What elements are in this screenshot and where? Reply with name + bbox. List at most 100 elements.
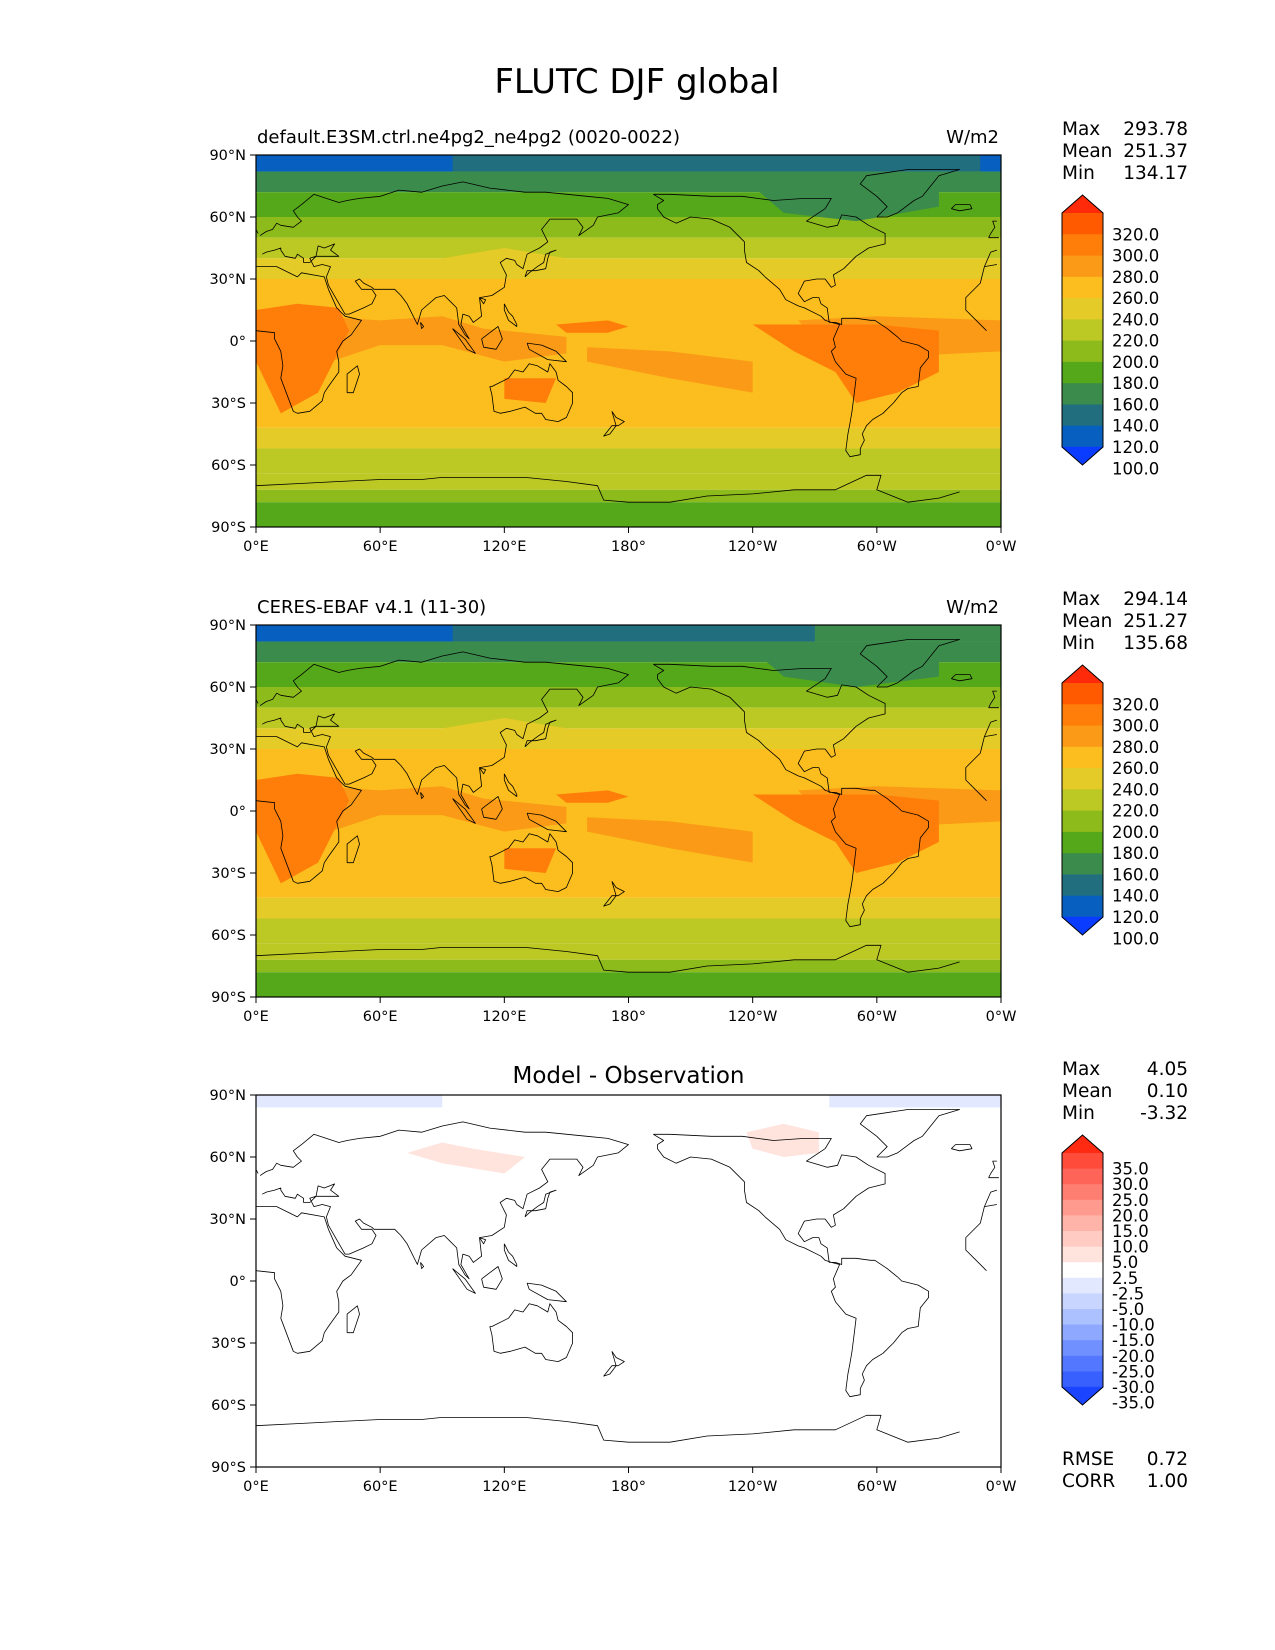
- coastline: [524, 1189, 557, 1218]
- coastline: [489, 1303, 573, 1362]
- x-tick-label: 120°W: [728, 1479, 777, 1495]
- x-tick-label: 0°E: [243, 539, 269, 555]
- colorbar-label: 220.0: [1112, 332, 1159, 351]
- coastline: [951, 674, 973, 682]
- colorbar-label: 20.0: [1112, 1206, 1149, 1225]
- colorbar-swatch: [1062, 1355, 1103, 1372]
- coastline: [859, 639, 960, 688]
- y-tick-label: 30°N: [209, 742, 246, 758]
- colorbar-swatch: [1062, 683, 1103, 705]
- y-tick-label: 90°S: [211, 520, 246, 536]
- y-tick-label: 90°S: [211, 990, 246, 1006]
- colorbar-label: 300.0: [1112, 247, 1159, 266]
- stat-value: 251.37: [1123, 141, 1188, 162]
- colorbar-swatch: [1062, 1277, 1103, 1294]
- figure-title: FLUTC DJF global: [494, 62, 779, 102]
- colorbar-swatch: [1062, 1231, 1103, 1248]
- coastline: [481, 1266, 503, 1290]
- x-tick-label: 180°: [611, 539, 646, 555]
- colorbar-swatch: [1061, 1386, 1104, 1406]
- panel-units: W/m2: [946, 597, 999, 618]
- x-tick-label: 0°E: [243, 1479, 269, 1495]
- coastline: [481, 326, 503, 350]
- coastline: [420, 1262, 424, 1269]
- coastline: [346, 365, 360, 394]
- y-tick-label: 30°S: [211, 396, 246, 412]
- metric-value: 1.00: [1147, 1471, 1188, 1492]
- panel-title: default.E3SM.ctrl.ne4pg2_ne4pg2 (0020-00…: [257, 127, 680, 148]
- coastline: [479, 767, 487, 775]
- stat-label: Max: [1062, 589, 1100, 610]
- colorbar-swatch: [1062, 1168, 1103, 1185]
- colorbar-swatch: [1062, 895, 1103, 918]
- y-tick-label: 90°N: [209, 618, 246, 634]
- colorbar-swatch: [1061, 1134, 1104, 1154]
- colorbar-swatch: [1062, 404, 1103, 427]
- colorbar-label: 320.0: [1112, 225, 1159, 244]
- colorbar-swatch: [1062, 425, 1103, 448]
- coastline: [503, 1243, 518, 1267]
- colorbar-swatch: [1062, 383, 1103, 406]
- coastline: [524, 719, 557, 748]
- colorbar-swatch: [1062, 1153, 1103, 1170]
- stat-value: 294.14: [1123, 589, 1188, 610]
- x-tick-label: 180°: [611, 1479, 646, 1495]
- colorbar-label: 180.0: [1112, 844, 1159, 863]
- colorbar-swatch: [1062, 298, 1103, 320]
- colorbar-label: 100.0: [1112, 459, 1159, 478]
- stat-value: 251.27: [1123, 611, 1188, 632]
- coastline: [481, 796, 503, 820]
- colorbar-label: 160.0: [1112, 395, 1159, 414]
- y-tick-label: 90°S: [211, 1460, 246, 1476]
- metric-label: RMSE: [1062, 1449, 1114, 1470]
- colorbar-label: 260.0: [1112, 759, 1159, 778]
- colorbar-label: 100.0: [1112, 929, 1159, 948]
- colorbar-swatch: [1062, 255, 1103, 278]
- colorbar-swatch: [1062, 768, 1103, 790]
- data-field: [256, 625, 1001, 997]
- colorbar-label: -15.0: [1112, 1331, 1155, 1350]
- colorbar-swatch: [1062, 831, 1103, 854]
- x-tick-label: 60°W: [857, 1009, 897, 1025]
- colorbar-label: -2.5: [1112, 1284, 1144, 1303]
- colorbar-label: 200.0: [1112, 823, 1159, 842]
- colorbar-swatch: [1062, 1324, 1103, 1341]
- coastline: [346, 1305, 360, 1334]
- coastlines: [256, 169, 999, 503]
- y-tick-label: 60°N: [209, 680, 246, 696]
- coastline: [346, 835, 360, 864]
- stat-label: Max: [1062, 119, 1100, 140]
- coastline: [256, 1414, 960, 1443]
- x-tick-label: 60°W: [857, 1479, 897, 1495]
- colorbar-label: 35.0: [1112, 1160, 1149, 1179]
- colorbar-swatch: [1061, 194, 1104, 214]
- colorbar-outline: [1061, 1134, 1104, 1406]
- coastline: [653, 1133, 929, 1398]
- coastline: [524, 249, 557, 278]
- colorbar-swatch: [1062, 319, 1103, 342]
- stat-value: -3.32: [1140, 1103, 1188, 1124]
- colorbar-swatch: [1062, 1309, 1103, 1326]
- colorbar-swatch: [1061, 916, 1104, 936]
- colorbar-label: -35.0: [1112, 1394, 1155, 1413]
- x-tick-label: 120°E: [482, 539, 526, 555]
- y-tick-label: 90°N: [209, 148, 246, 164]
- colorbar-label: 280.0: [1112, 268, 1159, 287]
- coastline: [503, 773, 518, 797]
- stat-value: 134.17: [1123, 163, 1188, 184]
- colorbar-label: 10.0: [1112, 1238, 1149, 1257]
- colorbar-swatch: [1062, 234, 1103, 257]
- y-tick-label: 60°S: [211, 1398, 246, 1414]
- metric-value: 0.72: [1147, 1449, 1188, 1470]
- y-tick-label: 0°: [230, 1274, 246, 1290]
- colorbar-label: 200.0: [1112, 353, 1159, 372]
- stat-value: 4.05: [1147, 1059, 1188, 1080]
- colorbar-label: 2.5: [1112, 1269, 1138, 1288]
- stat-label: Min: [1062, 1103, 1095, 1124]
- colorbar-swatch: [1062, 704, 1103, 727]
- coastline: [256, 266, 987, 414]
- coastline: [256, 736, 987, 884]
- coastlines: [256, 1109, 999, 1443]
- colorbar-label: 240.0: [1112, 310, 1159, 329]
